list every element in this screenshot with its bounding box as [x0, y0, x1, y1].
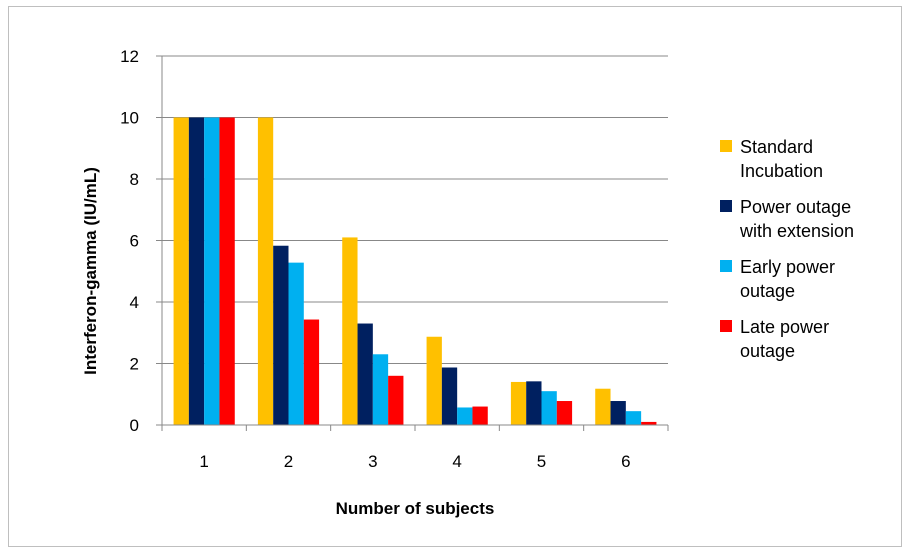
chart-frame [8, 6, 902, 547]
legend-swatch [720, 260, 732, 272]
bar-early-power-outage-4 [457, 407, 473, 425]
bar-late-power-outage-5 [556, 401, 573, 425]
y-tick-label: 10 [120, 109, 139, 128]
legend-entry: Standard Incubation [720, 137, 823, 181]
legend-label: outage [740, 341, 795, 361]
legend-label: Standard [740, 137, 813, 157]
axes [156, 55, 669, 431]
bar-late-power-outage-6 [641, 421, 657, 425]
bar-power-outage-with-extension-2 [273, 245, 289, 425]
bar-standard-incubation-4 [426, 336, 442, 425]
y-tick-label: 4 [130, 293, 139, 312]
x-axis-title: Number of subjects [336, 499, 495, 518]
bar-early-power-outage-1 [204, 117, 220, 425]
legend: Standard Incubation Power outage with exten… [720, 137, 854, 361]
bar-standard-incubation-2 [257, 117, 274, 425]
y-tick-label: 0 [130, 416, 139, 435]
y-tick-label: 6 [130, 232, 139, 251]
bar-late-power-outage-1 [219, 117, 235, 425]
bar-power-outage-with-extension-6 [610, 401, 626, 425]
legend-label: outage [740, 281, 795, 301]
bar-standard-incubation-6 [595, 388, 611, 425]
legend-swatch [720, 320, 732, 332]
bars [173, 117, 657, 425]
legend-swatch [720, 140, 732, 152]
bar-power-outage-with-extension-3 [357, 323, 373, 425]
bar-early-power-outage-5 [541, 391, 557, 425]
bar-standard-incubation-3 [342, 237, 358, 425]
bar-standard-incubation-5 [510, 381, 527, 425]
bar-early-power-outage-6 [625, 411, 642, 425]
bar-late-power-outage-4 [472, 406, 488, 425]
bar-power-outage-with-extension-5 [526, 381, 542, 425]
x-tick-label: 2 [284, 452, 293, 471]
legend-swatch [720, 200, 732, 212]
legend-label: Early power [740, 257, 835, 277]
y-axis-title: Interferon-gamma (IU/mL) [81, 167, 100, 375]
x-tick-label: 6 [621, 452, 630, 471]
y-tick-label: 2 [130, 355, 139, 374]
bar-late-power-outage-2 [303, 319, 320, 425]
legend-label: Power outage [740, 197, 851, 217]
legend-entry: Late power outage [720, 317, 829, 361]
bar-power-outage-with-extension-1 [188, 117, 205, 425]
legend-label: with extension [739, 221, 854, 241]
legend-entry: Early power outage [720, 257, 835, 301]
x-tick-label: 3 [368, 452, 377, 471]
gridlines [162, 55, 668, 364]
x-tick-label: 5 [537, 452, 546, 471]
y-tick-labels: 0 2 4 6 8 10 12 [120, 47, 139, 435]
legend-entry: Power outage with extension [720, 197, 854, 241]
y-tick-label: 8 [130, 170, 139, 189]
x-tick-labels: 1 2 3 4 5 6 [199, 452, 630, 471]
bar-early-power-outage-2 [288, 262, 304, 425]
x-tick-label: 1 [199, 452, 208, 471]
legend-label: Late power [740, 317, 829, 337]
legend-label: Incubation [740, 161, 823, 181]
bar-late-power-outage-3 [388, 375, 404, 425]
bar-standard-incubation-1 [173, 117, 189, 425]
bar-power-outage-with-extension-4 [441, 367, 458, 425]
x-tick-label: 4 [452, 452, 461, 471]
y-tick-label: 12 [120, 47, 139, 66]
bar-early-power-outage-3 [372, 354, 389, 425]
